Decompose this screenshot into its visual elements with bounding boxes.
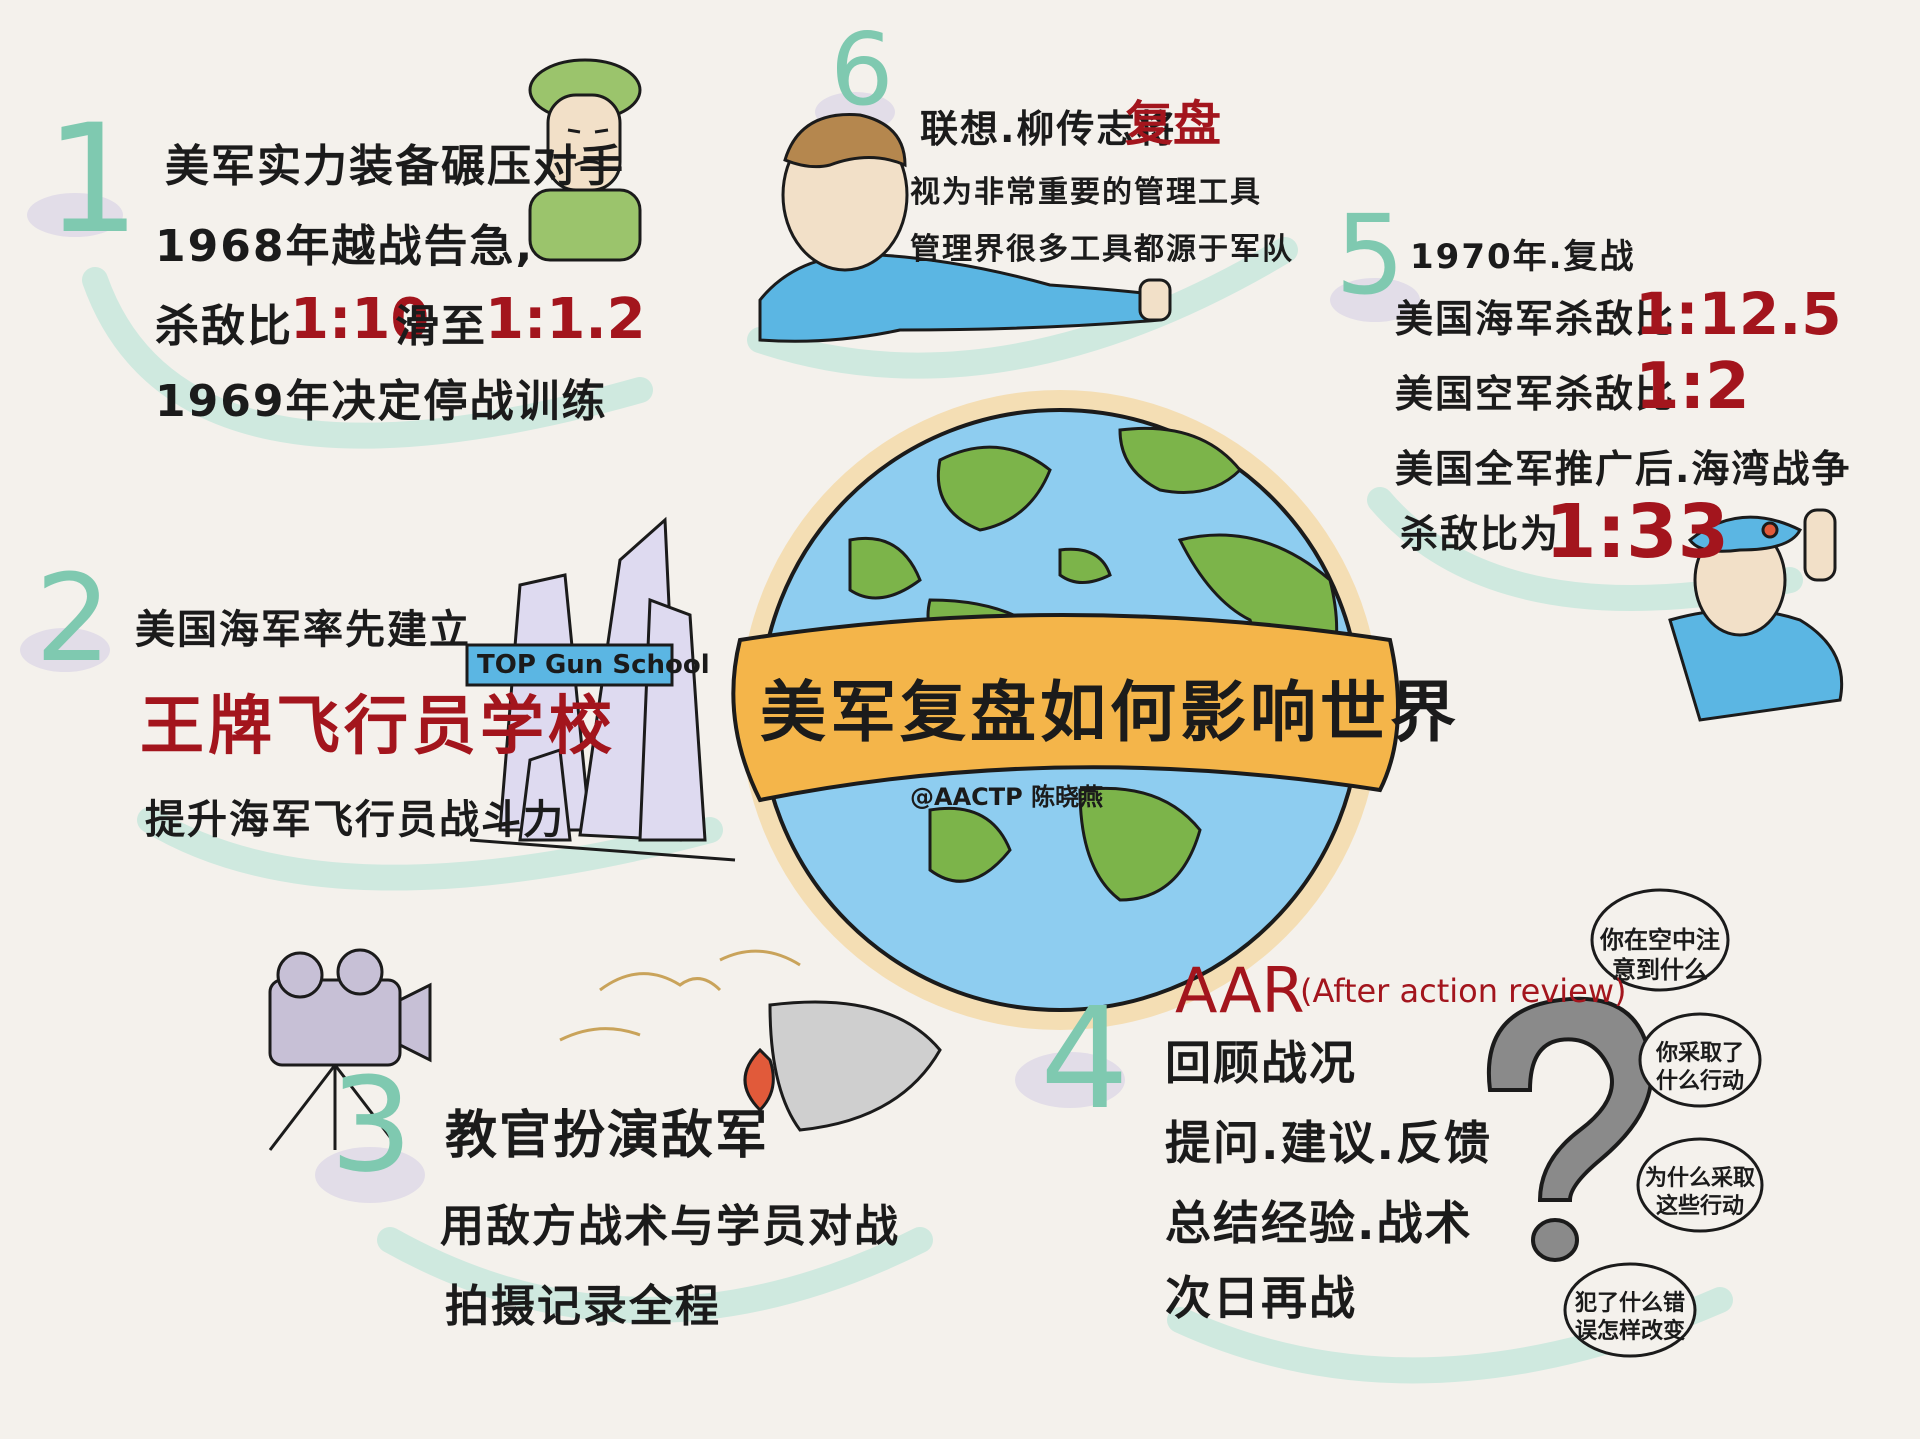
- s2-highlight: 王牌飞行员学校: [140, 690, 616, 764]
- s4-line-3: 总结经验.战术: [1165, 1196, 1473, 1250]
- bubble-text-4: 犯了什么错误怎样改变: [1574, 1291, 1685, 1344]
- s5-air-label: 美国空军杀敌比: [1395, 372, 1676, 416]
- s5-all-label2: 杀敌比为: [1400, 512, 1561, 556]
- globe-illustration: [731, 390, 1400, 1030]
- s6-line-2: 视为非常重要的管理工具: [910, 175, 1262, 210]
- speech-bubbles: [1563, 888, 1764, 1358]
- bubble-text-2: 你采取了什么行动: [1655, 1041, 1744, 1094]
- s4-aar-full: (After action review): [1300, 972, 1627, 1010]
- s4-aar: AAR: [1175, 954, 1305, 1027]
- s1-ratio-from: 1:10: [290, 287, 430, 352]
- camera-illustration: [268, 948, 432, 1151]
- s1-ratio-mid: 滑至: [395, 301, 487, 352]
- question-mark-illustration: [1486, 996, 1654, 1262]
- s1-line-1: 美军实力装备碾压对手: [165, 141, 625, 192]
- section-number-3: 3: [330, 1049, 413, 1201]
- s3-line-3: 拍摄记录全程: [445, 1281, 721, 1332]
- bubble-text-3: 为什么采取这些行动: [1645, 1166, 1756, 1219]
- businessman-illustration: [758, 113, 1172, 343]
- section-number-2: 2: [35, 550, 112, 689]
- section-number-4: 4: [1040, 978, 1130, 1141]
- s2-line-1: 美国海军率先建立: [135, 607, 471, 653]
- s1-line-2: 1968年越战告急,: [155, 221, 535, 272]
- s4-line-2: 提问.建议.反馈: [1165, 1116, 1492, 1170]
- s3-line-1: 教官扮演敌军: [445, 1106, 770, 1166]
- s6-line-1: 联想.柳传志将: [920, 107, 1177, 151]
- bubble-text-1: 你在空中注意到什么: [1600, 926, 1720, 984]
- female-soldier-illustration: [1668, 508, 1844, 722]
- s5-year: 1970年.复战: [1410, 237, 1636, 277]
- s6-highlight: 复盘: [1125, 96, 1222, 152]
- s1-ratio-prefix: 杀敌比: [155, 301, 293, 352]
- s3-line-2: 用敌方战术与学员对战: [440, 1201, 900, 1252]
- s2-line-3: 提升海军飞行员战斗力: [145, 797, 565, 843]
- s5-all-ratio: 1:33: [1545, 489, 1730, 575]
- s5-navy-label: 美国海军杀敌比: [1395, 297, 1676, 341]
- s2-sign: TOP Gun School: [477, 650, 710, 680]
- number-blobs: [20, 92, 1420, 1203]
- section-number-1: 1: [45, 93, 141, 267]
- section-number-6: 6: [830, 11, 894, 128]
- s1-line-3: 1969年决定停战训练: [155, 376, 608, 427]
- s5-navy-ratio: 1:12.5: [1635, 280, 1842, 348]
- page-title: 美军复盘如何影响世界: [760, 674, 1460, 751]
- buildings-illustration: [465, 516, 736, 862]
- jet-illustration: [743, 1000, 942, 1132]
- section-number-5: 5: [1335, 191, 1405, 319]
- s4-line-4: 次日再战: [1165, 1271, 1357, 1325]
- cloud-trails: [559, 949, 801, 1042]
- s4-line-1: 回顾战况: [1165, 1036, 1357, 1090]
- author-credit: @AACTP 陈晓燕: [910, 783, 1104, 811]
- s5-air-ratio: 1:2: [1635, 350, 1750, 424]
- s6-line-3: 管理界很多工具都源于军队: [910, 232, 1294, 267]
- s5-all-label: 美国全军推广后.海湾战争: [1395, 447, 1852, 491]
- decorative-arcs: [82, 237, 1803, 1384]
- soldier-illustration: [528, 58, 642, 262]
- s1-ratio-to: 1:1.2: [485, 287, 646, 352]
